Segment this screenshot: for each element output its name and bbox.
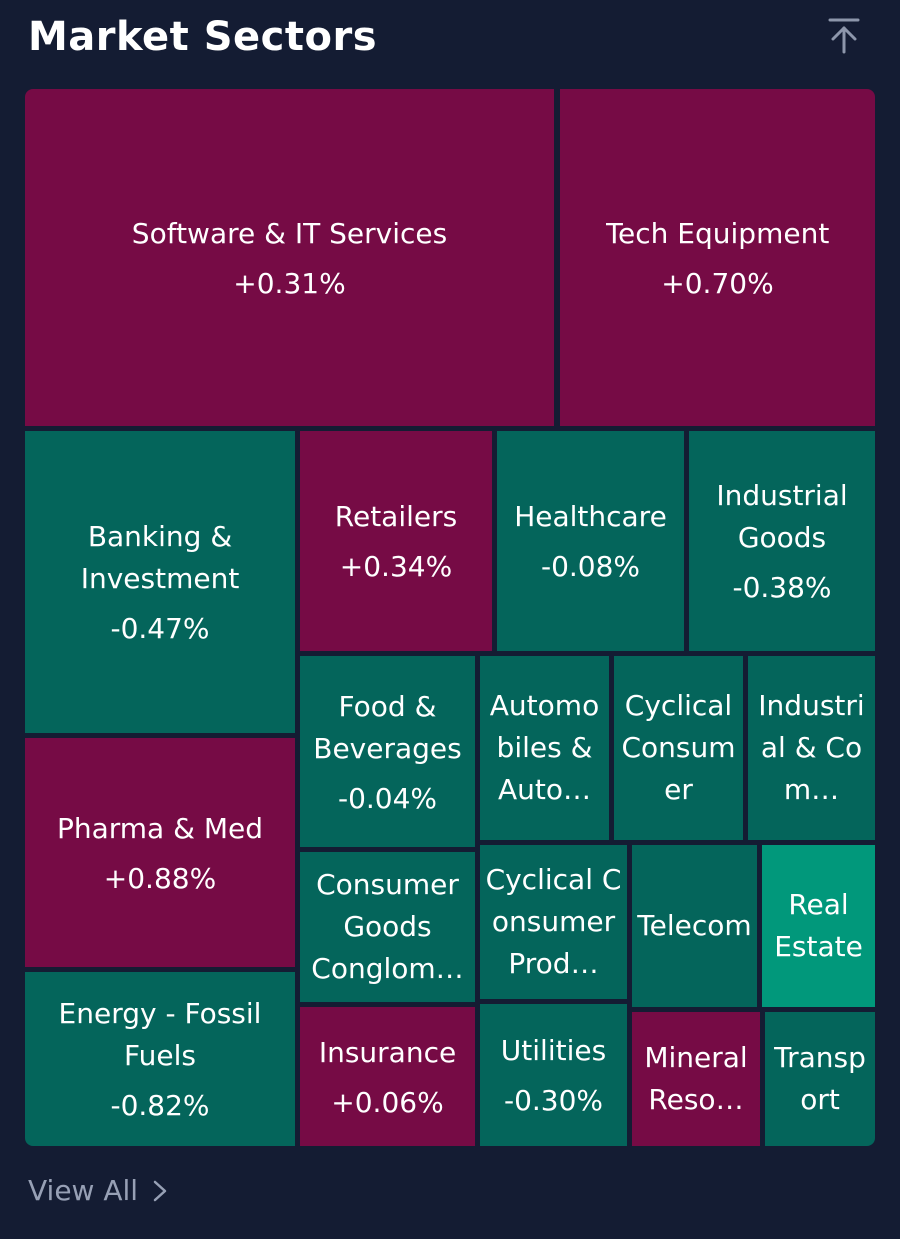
tile-software-it-services[interactable]: Software & IT Services +0.31%	[25, 89, 554, 426]
tile-name: Transport	[774, 1041, 866, 1116]
scroll-to-top-button[interactable]	[822, 14, 866, 58]
tile-name: Telecom	[637, 909, 752, 942]
page-title: Market Sectors	[28, 14, 378, 60]
chevron-right-icon	[153, 1180, 167, 1201]
tile-change: +0.70%	[661, 266, 774, 300]
tile-name: Retailers	[334, 500, 458, 533]
tile-name: Insurance	[318, 1035, 457, 1069]
tile-energy-fossil-fuels[interactable]: Energy - Fossil Fuels -0.82%	[25, 972, 295, 1146]
tile-healthcare[interactable]: Healthcare -0.08%	[497, 431, 684, 651]
tile-banking-investment[interactable]: Banking & Investment -0.47%	[25, 431, 295, 733]
tile-name: Industrial & Com…	[758, 689, 865, 806]
tile-change: -0.30%	[503, 1084, 604, 1117]
tile-name: Mineral Reso…	[644, 1041, 748, 1116]
tile-name: Energy - Fossil Fuels	[58, 997, 262, 1072]
sector-treemap: Software & IT Services +0.31% Tech Equip…	[25, 89, 875, 1146]
tile-automobiles-auto[interactable]: Automobiles & Auto…	[480, 656, 609, 840]
tile-name: Healthcare	[514, 500, 667, 533]
tile-change: -0.04%	[337, 781, 438, 815]
tile-change: +0.06%	[331, 1085, 444, 1119]
tile-change: -0.38%	[732, 571, 832, 604]
view-all-link[interactable]: View All	[28, 1174, 168, 1207]
tile-tech-equipment[interactable]: Tech Equipment +0.70%	[560, 89, 875, 426]
tile-consumer-goods-conglom[interactable]: Consumer Goods Conglom…	[300, 852, 475, 1002]
tile-name: Cyclical Consumer	[621, 689, 736, 806]
tile-retailers[interactable]: Retailers +0.34%	[300, 431, 492, 651]
tile-name: Utilities	[500, 1034, 607, 1067]
tile-name: Cyclical Consumer Prod…	[485, 863, 622, 980]
view-all-label: View All	[28, 1174, 139, 1207]
tile-change: -0.47%	[110, 612, 210, 645]
tile-real-estate[interactable]: Real Estate	[762, 845, 875, 1007]
tile-change: +0.31%	[233, 266, 346, 300]
tile-name: Real Estate	[774, 888, 863, 963]
tile-name: Pharma & Med	[56, 811, 264, 845]
tile-cyclical-consumer-prod[interactable]: Cyclical Consumer Prod…	[480, 845, 627, 999]
tile-food-beverages[interactable]: Food & Beverages -0.04%	[300, 656, 475, 847]
tile-name: Consumer Goods Conglom…	[311, 868, 464, 985]
tile-pharma-med[interactable]: Pharma & Med +0.88%	[25, 738, 295, 967]
tile-change: -0.08%	[540, 550, 641, 583]
tile-cyclical-consumer[interactable]: Cyclical Consumer	[614, 656, 743, 840]
tile-name: Food & Beverages	[313, 689, 462, 765]
tile-name: Software & IT Services	[131, 216, 448, 250]
tile-insurance[interactable]: Insurance +0.06%	[300, 1007, 475, 1146]
tile-utilities[interactable]: Utilities -0.30%	[480, 1004, 627, 1146]
tile-change: +0.34%	[339, 550, 453, 583]
tile-telecom[interactable]: Telecom	[632, 845, 757, 1007]
tile-industrial-com[interactable]: Industrial & Com…	[748, 656, 875, 840]
tile-name: Tech Equipment	[605, 216, 830, 250]
tile-industrial-goods[interactable]: Industrial Goods -0.38%	[689, 431, 875, 651]
tile-mineral-reso[interactable]: Mineral Reso…	[632, 1012, 760, 1146]
arrow-up-to-top-icon	[828, 18, 860, 54]
tile-change: -0.82%	[110, 1089, 210, 1122]
tile-change: +0.88%	[103, 861, 217, 895]
tile-name: Industrial Goods	[716, 479, 848, 554]
tile-name: Banking & Investment	[80, 520, 240, 595]
tile-transport[interactable]: Transport	[765, 1012, 875, 1146]
tile-name: Automobiles & Auto…	[489, 689, 600, 806]
